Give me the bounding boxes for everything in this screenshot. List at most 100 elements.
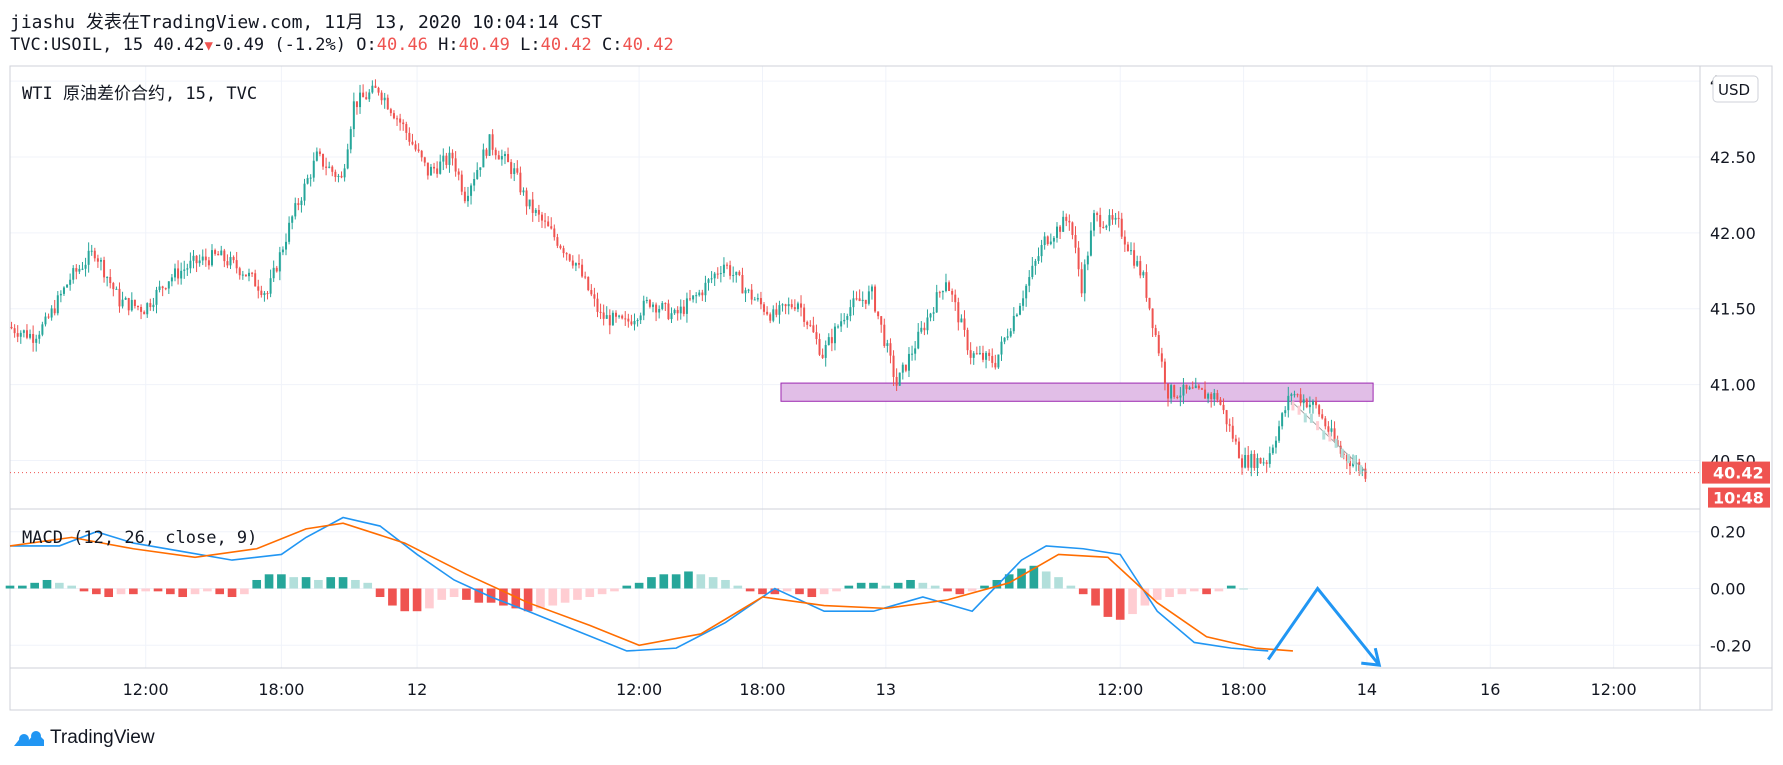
candle-body [84, 264, 87, 269]
resistance-zone[interactable] [780, 382, 1374, 402]
candle-body [537, 209, 540, 215]
candle-body [892, 355, 895, 377]
candle-body [701, 292, 704, 296]
candle-body [374, 85, 377, 88]
candle-body [445, 155, 448, 165]
candle-body [938, 292, 941, 294]
candle-body [66, 284, 69, 288]
histogram-bar [819, 588, 829, 595]
candle-body [753, 299, 756, 301]
histogram-bar [314, 579, 323, 589]
candle-body [377, 87, 380, 93]
candle-body [1327, 426, 1330, 432]
candle-body [1160, 353, 1163, 362]
candle-body [207, 260, 210, 266]
candle-body [383, 97, 386, 101]
candle-body [408, 132, 411, 142]
candle-body [189, 260, 192, 269]
candle-body [929, 313, 932, 318]
candle-body [1117, 217, 1120, 219]
candle-body [895, 376, 898, 386]
candle-body [402, 122, 405, 125]
projected-candle [1291, 401, 1295, 411]
currency-button[interactable]: USD [1712, 75, 1759, 103]
candle-body [232, 257, 235, 261]
candle-body [1120, 218, 1123, 237]
time-tick-label: 12:00 [1591, 680, 1637, 699]
histogram-bar [696, 574, 706, 589]
candle-body [611, 312, 614, 326]
symbol-label[interactable]: TVC:USOIL, 15 [10, 35, 144, 55]
candle-body [800, 303, 803, 308]
candle-body [1197, 385, 1200, 389]
candle-body [312, 160, 315, 178]
histogram-bar [955, 588, 965, 595]
candle-body [849, 307, 852, 317]
candle-body [1253, 453, 1256, 469]
candle-body [534, 209, 537, 213]
candle-body [263, 293, 266, 296]
candle-body [78, 268, 81, 272]
candle-body [235, 260, 238, 269]
candle-body [457, 171, 460, 175]
candle-body [1046, 236, 1049, 245]
candle-body [146, 303, 149, 315]
candle-body [210, 250, 213, 266]
candle-body [618, 315, 621, 317]
candle-body [1176, 396, 1179, 398]
candle-body [806, 321, 809, 325]
candle-body [843, 319, 846, 322]
candle-body [531, 199, 534, 213]
candle-body [602, 312, 605, 319]
candle-body [547, 221, 550, 227]
candle-body [198, 260, 201, 264]
annotation-arrow[interactable] [1267, 585, 1382, 667]
candle-body [975, 353, 978, 355]
histogram-bar [906, 579, 915, 589]
candle-body [1148, 297, 1151, 309]
candle-body [115, 288, 118, 290]
logo-text: TradingView [50, 727, 155, 748]
candle-body [244, 274, 247, 277]
time-tick-label: 12:00 [123, 680, 169, 699]
candle-body [251, 272, 254, 274]
candle-body [584, 276, 587, 278]
candle-body [784, 304, 787, 307]
candle-body [707, 279, 710, 283]
high-value: 40.49 [458, 35, 510, 55]
histogram-bar [129, 588, 138, 595]
candle-body [1182, 384, 1185, 396]
time-tick-label: 18:00 [739, 680, 785, 699]
candle-body [466, 195, 469, 202]
candle-body [867, 291, 870, 304]
histogram-bar [388, 588, 397, 606]
candle-body [692, 295, 695, 300]
candle-body [1271, 447, 1274, 454]
candle-body [380, 92, 383, 101]
candle-body [260, 290, 263, 296]
candle-body [855, 298, 858, 300]
projected-candle [1328, 432, 1332, 442]
time-axis[interactable]: 12:00 18:00 12 12:00 18:00 13 12:00 18:00 14 16 12… [123, 680, 1637, 699]
usd-button-box [1712, 75, 1759, 103]
symbol-ohlc-line: TVC:USOIL, 15 40.42▼-0.49 (-1.2%) O:40.4… [10, 35, 674, 55]
candle-body [1111, 215, 1114, 220]
candle-body [1278, 426, 1281, 441]
candle-body [985, 352, 988, 360]
macd-tick-label: 0.20 [1710, 523, 1746, 542]
candle-body [877, 311, 880, 317]
candle-body [1293, 394, 1296, 396]
candle-body [1142, 272, 1145, 276]
tradingview-logo[interactable]: TradingView [12, 727, 155, 749]
candle-body [1247, 454, 1250, 468]
candle-body [608, 315, 611, 326]
price-tick-label: 42.00 [1710, 224, 1756, 243]
candle-body [1089, 230, 1092, 256]
candle-body [254, 273, 257, 287]
price-axis[interactable]: 43.0042.5042.0041.5041.0040.500.200.00-0… [1702, 72, 1770, 655]
candle-body [1321, 414, 1324, 419]
candle-body [53, 308, 56, 314]
histogram-bar [1054, 577, 1063, 589]
candle-body [371, 85, 374, 93]
